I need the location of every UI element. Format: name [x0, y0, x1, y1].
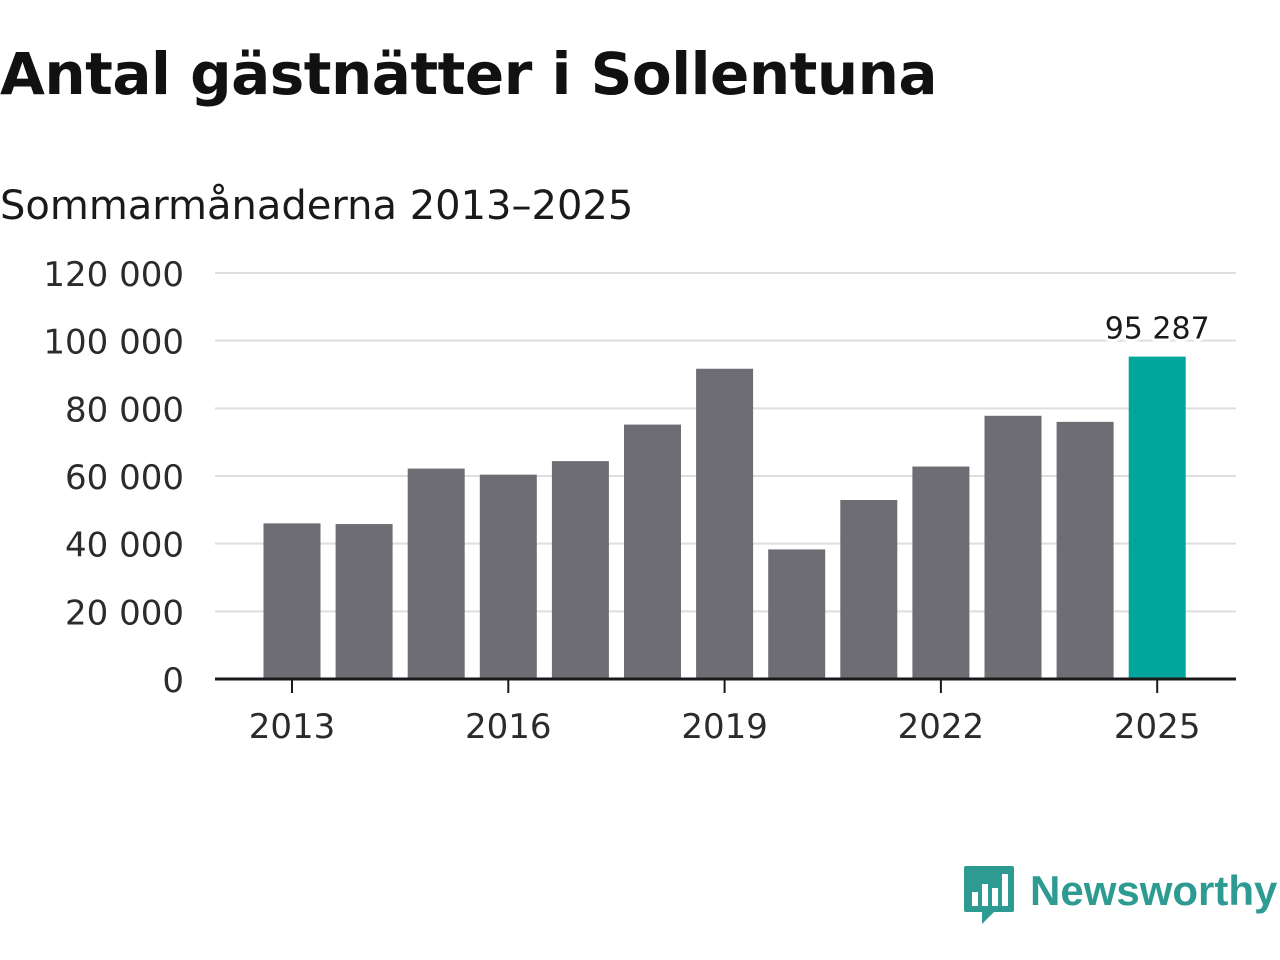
- bar-2021: [840, 500, 898, 679]
- bar-2015: [407, 468, 465, 679]
- newsworthy-brand: Newsworthy: [962, 864, 1277, 928]
- bar-2019: [696, 368, 754, 679]
- x-tick-label: 2013: [249, 707, 336, 747]
- x-tick-label: 2016: [465, 707, 552, 747]
- bars: [263, 356, 1186, 679]
- y-tick-label: 100 000: [43, 323, 184, 363]
- x-tick-label: 2025: [1114, 707, 1201, 747]
- brand-name: Newsworthy: [1030, 867, 1278, 914]
- bar-2022: [912, 466, 970, 679]
- y-tick-label: 120 000: [43, 255, 184, 295]
- bar-2017: [551, 461, 609, 679]
- y-tick-label: 20 000: [65, 593, 184, 633]
- y-tick-label: 40 000: [65, 526, 184, 566]
- chart-subtitle: Sommarmånaderna 2013–2025: [0, 183, 634, 229]
- x-tick-label: 2022: [898, 707, 985, 747]
- bar-2024: [1056, 421, 1114, 679]
- chart-title: Antal gästnätter i Sollentuna: [0, 40, 938, 108]
- x-axis-ticks: 2013 2016 2019 2022 2025: [249, 679, 1201, 747]
- bar-2016: [479, 474, 537, 679]
- newsworthy-logo-icon: [964, 866, 1014, 924]
- bar-2023: [984, 415, 1042, 679]
- y-tick-label: 80 000: [65, 390, 184, 430]
- bar-2025: [1128, 356, 1186, 679]
- bar-2020: [768, 549, 826, 679]
- bar-2014: [335, 524, 393, 679]
- annotations: 95 287: [1102, 309, 1213, 350]
- data-label-2025: 95 287: [1105, 312, 1210, 347]
- bar-2018: [624, 424, 681, 679]
- bar-2013: [263, 523, 321, 679]
- y-tick-label: 0: [162, 661, 184, 701]
- y-axis-ticks: 0 20 000 40 000 60 000 80 000 100 000 120 000: [43, 255, 184, 701]
- x-tick-label: 2019: [681, 707, 768, 747]
- y-tick-label: 60 000: [65, 458, 184, 498]
